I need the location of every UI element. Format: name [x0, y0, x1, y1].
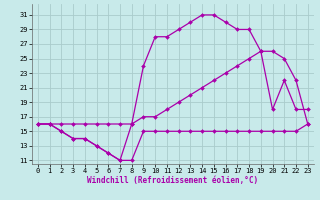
X-axis label: Windchill (Refroidissement éolien,°C): Windchill (Refroidissement éolien,°C) — [87, 176, 258, 185]
